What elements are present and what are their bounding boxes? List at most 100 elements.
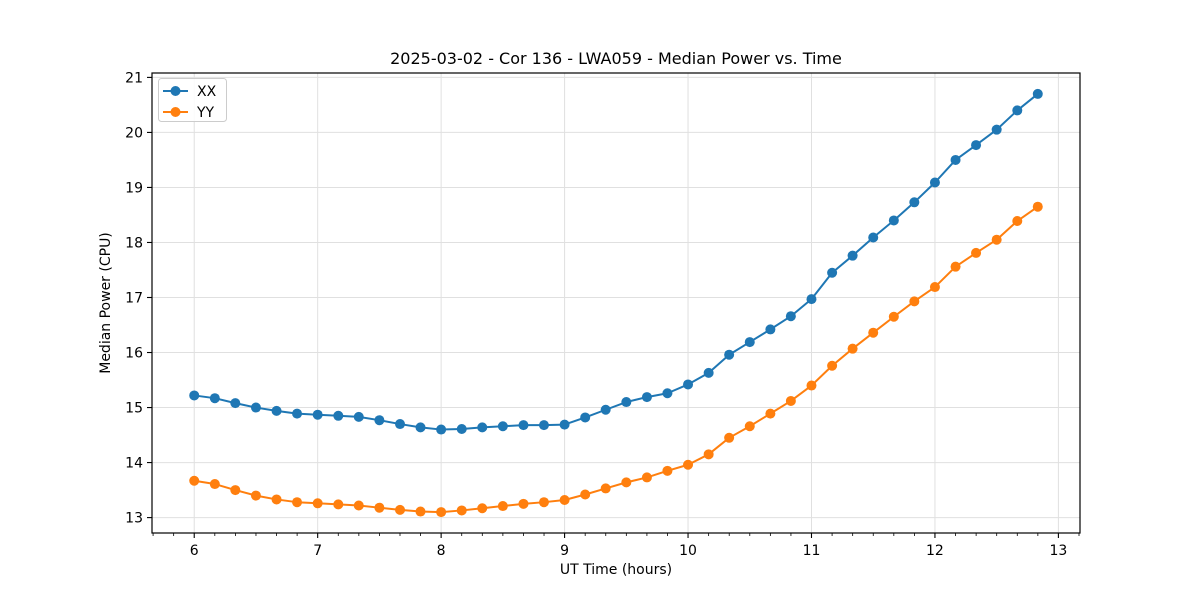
- series-yy-point: [538, 497, 549, 508]
- y-axis-label: Median Power (CPU): [98, 232, 114, 374]
- series-xx-point: [312, 409, 323, 420]
- series-xx-point: [765, 324, 776, 335]
- series-xx-point: [827, 267, 838, 278]
- series-xx-point: [950, 154, 961, 165]
- y-tick-label: 20: [125, 125, 143, 141]
- series-xx-point: [724, 349, 735, 360]
- series-yy-point: [765, 408, 776, 419]
- grid: [152, 73, 1080, 533]
- series-yy-point: [991, 234, 1002, 245]
- y-tick-label: 18: [125, 235, 143, 251]
- x-tick-label: 11: [803, 543, 821, 559]
- series-yy-point: [1012, 216, 1023, 227]
- series-xx-point: [271, 405, 282, 416]
- x-axis-label: UT Time (hours): [560, 562, 672, 578]
- series-xx-point: [292, 408, 303, 419]
- series-xx-point: [580, 412, 591, 423]
- series-yy-point: [683, 459, 694, 470]
- series-yy-point: [950, 261, 961, 272]
- series-xx-point: [456, 424, 467, 434]
- series-xx-point: [497, 421, 508, 432]
- series-xx-point: [621, 397, 632, 408]
- series-yy-point: [580, 489, 591, 500]
- x-tick-label: 8: [437, 543, 446, 559]
- series-yy-point: [703, 449, 714, 460]
- series-yy-point: [847, 343, 858, 354]
- series-yy-point: [395, 504, 406, 515]
- series-yy-point: [312, 498, 323, 509]
- legend-marker-xx: [170, 86, 181, 96]
- series-yy-point: [209, 479, 220, 490]
- series-yy-point: [353, 500, 364, 511]
- series-yy-point: [724, 432, 735, 443]
- series-yy-point: [230, 485, 241, 496]
- series-xx-point: [662, 388, 673, 399]
- series-xx-point: [436, 424, 447, 435]
- series-yy-point: [868, 327, 879, 338]
- series-yy-point: [250, 490, 261, 501]
- series-xx-point: [250, 402, 261, 413]
- series-yy-point: [827, 360, 838, 371]
- chart-title: 2025-03-02 - Cor 136 - LWA059 - Median P…: [390, 49, 842, 68]
- series-yy-point: [333, 499, 344, 510]
- series-xx-point: [641, 392, 652, 403]
- series-xx-point: [518, 420, 529, 431]
- data-series: [189, 88, 1043, 518]
- series-xx-point: [991, 124, 1002, 135]
- series-xx-point: [209, 393, 220, 404]
- series-yy-point: [415, 506, 426, 517]
- series-yy-point: [271, 494, 282, 505]
- series-yy-point: [518, 498, 529, 509]
- series-xx-point: [477, 422, 488, 433]
- legend-label-yy[interactable]: YY: [196, 105, 215, 121]
- series-yy-point: [497, 501, 508, 512]
- series-yy-point: [971, 247, 982, 258]
- series-xx-point: [538, 420, 549, 431]
- y-tick-label: 19: [125, 180, 143, 196]
- series-xx-point: [683, 379, 694, 390]
- series-xx-point: [374, 415, 385, 426]
- x-tick-label: 10: [679, 543, 697, 559]
- series-yy-point: [189, 475, 200, 486]
- y-tick-label: 17: [125, 290, 143, 306]
- series-yy-point: [559, 494, 570, 505]
- series-xx-point: [703, 367, 714, 378]
- series-yy-point: [621, 477, 632, 488]
- series-yy-point: [477, 503, 488, 514]
- x-tick-label: 7: [313, 543, 322, 559]
- series-xx-point: [415, 422, 426, 433]
- series-xx-point: [1012, 105, 1023, 116]
- series-xx-point: [230, 398, 241, 409]
- series-yy-point: [641, 472, 652, 483]
- x-tick-label: 6: [190, 543, 199, 559]
- series-yy-point: [436, 507, 447, 518]
- series-yy-point: [806, 380, 817, 391]
- plot-border: [151, 72, 1081, 534]
- series-xx-point: [1032, 88, 1043, 99]
- y-tick-label: 15: [125, 401, 143, 417]
- series-xx-point: [868, 232, 879, 243]
- axis-ticks: 6 7 8 9 10 11 12 13 13 14 15 16 17 18 19 20 21: [125, 70, 1080, 559]
- y-tick-label: 21: [125, 70, 143, 86]
- series-yy-point: [374, 502, 385, 513]
- legend-label-xx[interactable]: XX: [197, 84, 217, 100]
- series-xx-point: [189, 390, 200, 401]
- legend-marker-yy: [170, 107, 181, 117]
- series-xx-point: [744, 337, 755, 348]
- series-xx-point: [806, 294, 817, 305]
- series-xx-point: [600, 404, 611, 415]
- series-xx-point: [847, 250, 858, 261]
- series-xx-point: [395, 419, 406, 430]
- series-xx-point: [353, 411, 364, 422]
- series-xx-point: [888, 215, 899, 226]
- series-yy-point: [456, 505, 467, 516]
- series-yy-point: [909, 296, 920, 307]
- y-tick-label: 14: [125, 456, 143, 472]
- series-xx-point: [333, 410, 344, 421]
- series-yy-point: [1032, 201, 1043, 212]
- y-tick-label: 16: [125, 346, 143, 362]
- y-tick-label: 13: [125, 511, 143, 527]
- series-xx-point: [971, 140, 982, 151]
